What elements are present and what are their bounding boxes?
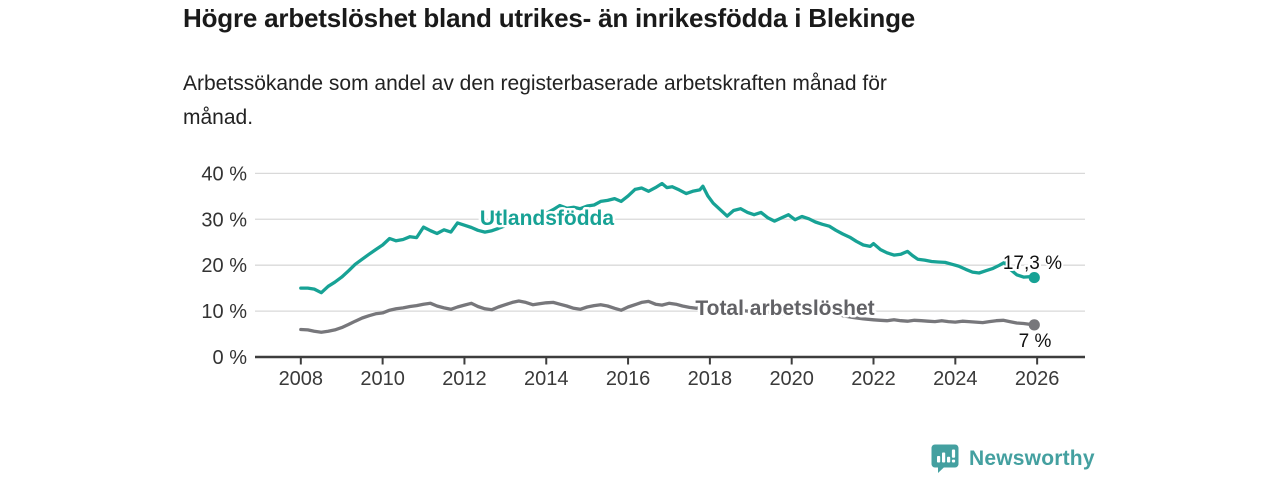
newsworthy-logo-text: Newsworthy [969,447,1095,470]
chart-subtitle: Arbetssökande som andel av den registerb… [183,72,887,129]
y-tick-label-0: 0 % [213,347,248,369]
endpoint-dot-utlandsfodda [1028,271,1040,284]
y-tick-label-10: 10 % [201,301,247,323]
x-tick-label-2010: 2010 [360,368,405,390]
x-tick-label-2016: 2016 [606,368,651,390]
endpoint-dot-total-arbetsloshet [1028,319,1040,331]
chart-title: Högre arbetslöshet bland utrikes- än inr… [183,3,916,33]
newsworthy-logo: Newsworthy [930,443,1095,475]
x-tick-label-2008: 2008 [279,368,324,390]
y-tick-label-40: 40 % [201,163,247,185]
series-label-total-arbetsloshet: Total arbetslöshet [695,297,874,320]
bar-chart-speech-bubble-icon [931,444,959,473]
x-tick-label-2022: 2022 [851,368,896,390]
x-tick-label-2024: 2024 [933,368,978,390]
series-line-total-arbetsloshet [299,299,1036,334]
x-tick-label-2026: 2026 [1015,368,1060,390]
x-tick-label-2018: 2018 [688,368,733,390]
x-tick-label-2012: 2012 [442,368,487,390]
x-tick-label-2020: 2020 [769,368,814,390]
end-value-label-utlandsfodda: 17,3 % [1003,253,1062,274]
y-tick-label-30: 30 % [201,209,247,231]
end-value-label-total-arbetsloshet: 7 % [1019,331,1052,352]
series-line-utlandsfodda [299,181,1036,295]
x-tick-label-2014: 2014 [524,368,569,390]
series-label-utlandsfodda: Utlandsfödda [480,207,614,230]
y-tick-label-20: 20 % [201,255,247,277]
